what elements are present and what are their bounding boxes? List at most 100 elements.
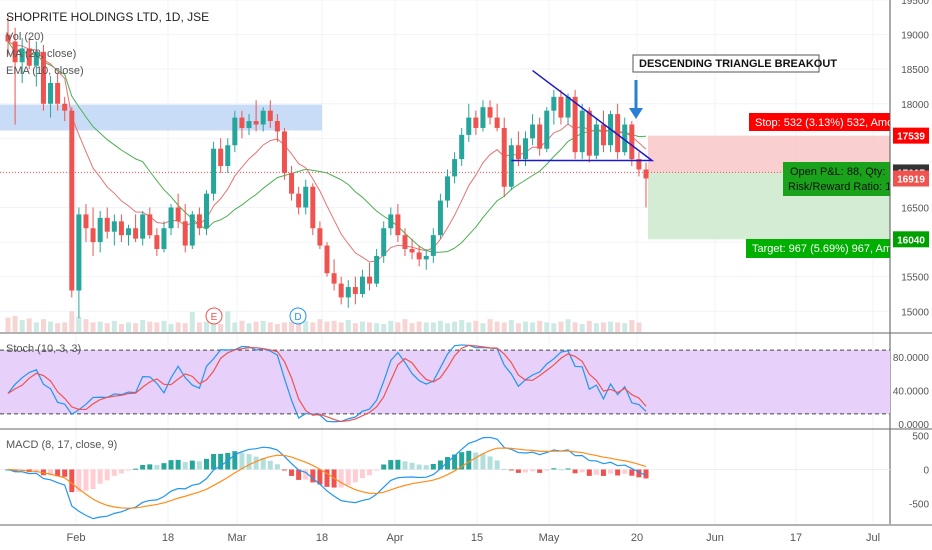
candle-body bbox=[551, 96, 557, 111]
macd-histogram-bar bbox=[480, 453, 486, 470]
volume-bar bbox=[55, 323, 61, 332]
stoch-k-line bbox=[7, 344, 647, 423]
candle-body bbox=[196, 214, 202, 229]
macd-histogram-bar bbox=[572, 469, 578, 474]
volume-bar bbox=[381, 324, 387, 332]
candle-body bbox=[97, 217, 103, 243]
volume-bar bbox=[324, 321, 330, 332]
price-tick-label: 19000 bbox=[901, 31, 929, 42]
candle-body bbox=[445, 176, 451, 201]
macd-label: MACD (8, 17, close, 9) bbox=[6, 439, 117, 451]
macd-histogram-bar bbox=[629, 469, 635, 476]
candle-body bbox=[544, 110, 550, 149]
macd-histogram-bar bbox=[246, 454, 252, 470]
event-marker-d bbox=[289, 307, 307, 325]
candle-body bbox=[437, 200, 443, 236]
volume-bar bbox=[522, 321, 528, 332]
candle-body bbox=[352, 287, 358, 294]
stoch-tick-label: 80.0000 bbox=[893, 353, 930, 364]
macd-histogram-bar bbox=[586, 469, 592, 476]
price-tick-label: 15500 bbox=[901, 273, 929, 284]
volume-bar bbox=[402, 319, 408, 332]
volume-bar bbox=[62, 322, 68, 332]
price-tick-label: 19500 bbox=[901, 0, 929, 7]
macd-histogram-bar bbox=[643, 469, 649, 479]
macd-histogram-bar bbox=[260, 458, 266, 470]
volume-bar bbox=[551, 323, 557, 332]
volume-bar bbox=[586, 320, 592, 332]
candle-body bbox=[395, 214, 401, 236]
price-tick-label: 16500 bbox=[901, 204, 929, 215]
time-tick-label: Feb bbox=[67, 532, 86, 544]
candle-body bbox=[90, 228, 96, 243]
volume-bar bbox=[345, 320, 351, 332]
macd-histogram-bar bbox=[544, 469, 550, 471]
volume-bar bbox=[615, 322, 621, 332]
macd-histogram-bar bbox=[558, 469, 564, 471]
rr-label: Risk/Reward Ratio: 1. bbox=[788, 181, 894, 193]
macd-tick-label: 500 bbox=[912, 431, 929, 442]
volume-bar bbox=[260, 320, 266, 332]
price-tick-label: 18500 bbox=[901, 65, 929, 76]
volume-bar bbox=[352, 323, 358, 332]
candle-body bbox=[218, 148, 224, 166]
candle-body bbox=[374, 255, 380, 284]
volume-bar bbox=[12, 316, 18, 332]
candle-body bbox=[225, 145, 231, 166]
volume-bar bbox=[310, 322, 316, 332]
candle-body bbox=[111, 221, 117, 232]
time-tick-label: Mar bbox=[228, 532, 247, 544]
macd-histogram-bar bbox=[423, 465, 429, 470]
volume-bar bbox=[622, 323, 628, 332]
candle-body bbox=[487, 107, 493, 118]
time-tick-label: Apr bbox=[386, 532, 403, 544]
candle-body bbox=[558, 96, 564, 118]
volume-bar bbox=[296, 323, 302, 332]
macd-histogram-bar bbox=[409, 462, 415, 470]
macd-histogram-bar bbox=[97, 469, 103, 484]
candle-body bbox=[253, 121, 259, 125]
macd-histogram-bar bbox=[437, 460, 443, 470]
macd-histogram-bar bbox=[522, 469, 528, 473]
volume-bar bbox=[452, 321, 458, 332]
candle-body bbox=[359, 276, 365, 294]
pnl-label: Open P&L: 88, Qty: bbox=[790, 166, 885, 178]
macd-histogram-bar bbox=[352, 469, 358, 483]
candle-body bbox=[579, 110, 585, 153]
macd-tick-label: -500 bbox=[909, 500, 929, 511]
candle-body bbox=[586, 110, 592, 156]
volume-bar bbox=[118, 324, 124, 332]
macd-histogram-bar bbox=[90, 469, 96, 489]
volume-bar bbox=[494, 321, 500, 332]
macd-histogram-bar bbox=[33, 469, 39, 472]
candle-body bbox=[331, 273, 337, 284]
macd-histogram-bar bbox=[374, 469, 380, 471]
macd-histogram-bar bbox=[133, 468, 139, 470]
macd-histogram-bar bbox=[281, 469, 287, 471]
macd-histogram-bar bbox=[494, 460, 500, 470]
volume-bar bbox=[629, 320, 635, 332]
volume-bar bbox=[140, 320, 146, 332]
volume-bar bbox=[48, 321, 54, 332]
candle-body bbox=[494, 117, 500, 128]
candle-body bbox=[629, 124, 635, 160]
callout-arrow-head bbox=[629, 108, 643, 119]
candle-body bbox=[317, 228, 323, 246]
volume-bar bbox=[33, 322, 39, 332]
candle-body bbox=[473, 117, 479, 128]
macd-histogram-bar bbox=[154, 464, 160, 470]
volume-bar bbox=[274, 324, 280, 332]
volume-bar bbox=[537, 320, 543, 332]
ema-line bbox=[7, 41, 647, 263]
macd-histogram-bar bbox=[168, 460, 174, 470]
macd-histogram-bar bbox=[537, 469, 543, 473]
volume-bar bbox=[359, 321, 365, 332]
candle-body bbox=[615, 114, 621, 153]
stoch-tick-label: 0.0000 bbox=[898, 420, 929, 431]
candle-body bbox=[203, 193, 209, 229]
volume-bar bbox=[232, 322, 238, 332]
candle-body bbox=[118, 221, 124, 236]
candle-body bbox=[69, 110, 75, 291]
volume-bar bbox=[388, 320, 394, 332]
macd-histogram-bar bbox=[551, 468, 557, 470]
